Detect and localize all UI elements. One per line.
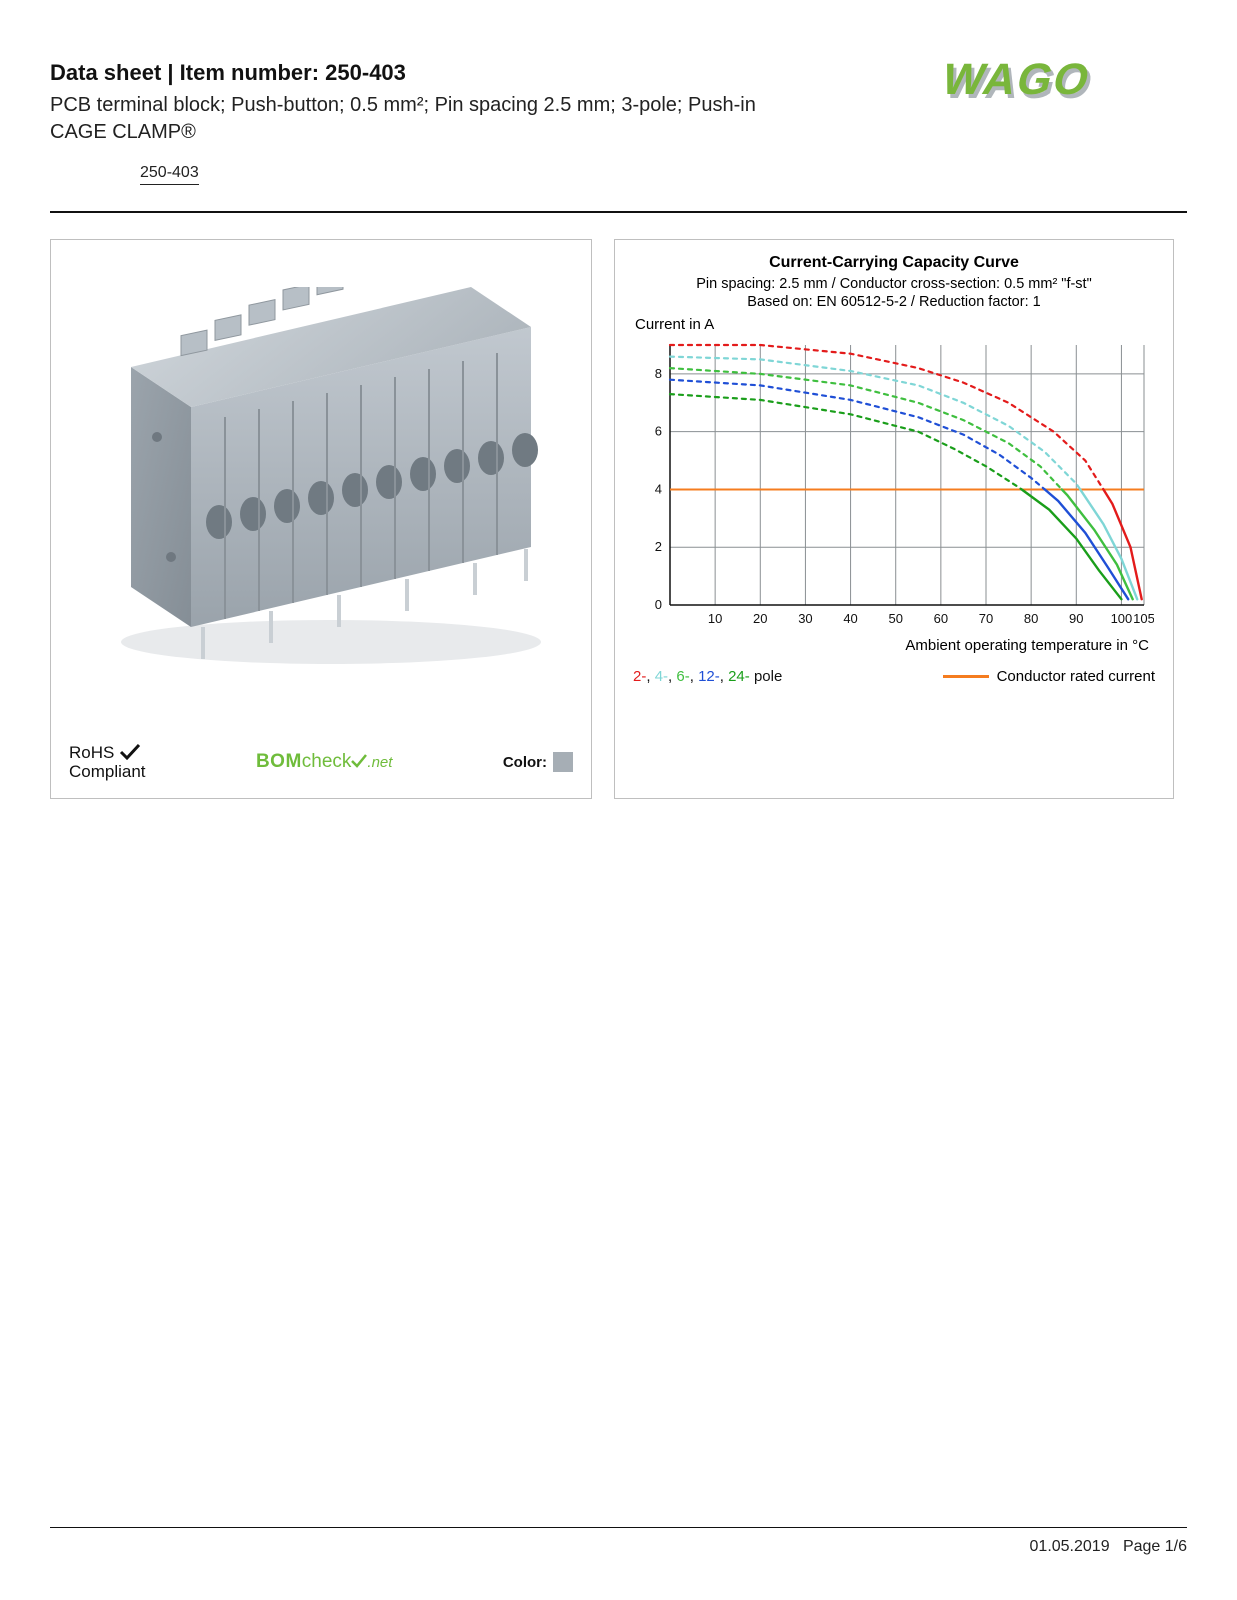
product-panel-footer: RoHS Compliant BOMcheck .net Color: [63,743,579,786]
svg-text:20: 20 [753,611,767,626]
chart-title: Current-Carrying Capacity Curve [629,254,1159,272]
logo-main: WAGO [947,56,1096,104]
y-axis-label: Current in A [635,316,1159,333]
color-swatch [553,752,573,772]
title-item-label: Item number: [180,60,319,85]
color-label: Color: [503,754,547,771]
svg-text:60: 60 [934,611,948,626]
chart-sub1: Pin spacing: 2.5 mm / Conductor cross-se… [629,276,1159,292]
color-indicator: Color: [503,752,573,772]
title-prefix: Data sheet [50,60,161,85]
legend-pole-2: 2- [633,668,646,685]
svg-text:100: 100 [1111,611,1133,626]
legend-pole-6: 6- [676,668,689,685]
svg-text:8: 8 [655,366,662,381]
legend-pole-12: 12- [698,668,720,685]
svg-text:70: 70 [979,611,993,626]
title-sep: | [161,60,179,85]
header-text: Data sheet | Item number: 250-403 PCB te… [50,60,927,146]
rohs-compliant: RoHS Compliant [69,743,146,782]
bomcheck-net: .net [367,754,392,771]
svg-text:0: 0 [655,597,662,612]
bomcheck-logo: BOMcheck .net [256,751,393,773]
page-footer: 01.05.2019 Page 1/6 [50,1527,1187,1556]
bomcheck-bom: BOM [256,751,302,772]
legend-poles-suffix: pole [750,668,783,685]
chart-legend: 2-, 4-, 6-, 12-, 24- pole Conductor rate… [629,668,1159,685]
legend-conductor: Conductor rated current [943,668,1155,685]
footer-date: 01.05.2019 [1030,1538,1110,1555]
svg-text:105: 105 [1133,611,1154,626]
check-icon [119,744,141,760]
bomcheck-tick-icon [351,754,367,768]
svg-text:40: 40 [843,611,857,626]
svg-text:10: 10 [708,611,722,626]
legend-pole-4: 4- [655,668,668,685]
chart-panel: Current-Carrying Capacity Curve Pin spac… [614,239,1174,799]
svg-text:30: 30 [798,611,812,626]
product-panel: RoHS Compliant BOMcheck .net Color: [50,239,592,799]
title-item-number: 250-403 [325,60,406,85]
wago-logo: WAGO WAGO [947,56,1187,115]
compliant-text: Compliant [69,762,146,781]
rohs-text: RoHS [69,743,114,762]
svg-text:50: 50 [888,611,902,626]
legend-poles: 2-, 4-, 6-, 12-, 24- pole [633,668,782,685]
title-line: Data sheet | Item number: 250-403 [50,60,927,86]
chart-area: 10 20 30 40 50 60 70 80 90 100105 0 2 4 6 8 [629,337,1159,627]
x-axis-label: Ambient operating temperature in °C [629,637,1159,654]
item-code: 250-403 [140,164,199,185]
subtitle: PCB terminal block; Push-button; 0.5 mm²… [50,92,770,146]
svg-text:2: 2 [655,539,662,554]
chart-sub2: Based on: EN 60512-5-2 / Reduction facto… [629,294,1159,310]
product-image [63,252,579,743]
svg-text:90: 90 [1069,611,1083,626]
svg-text:6: 6 [655,424,662,439]
footer-page: Page 1/6 [1123,1538,1187,1555]
item-code-row: 250-403 [50,154,1187,185]
panels-row: RoHS Compliant BOMcheck .net Color: Curre… [50,239,1187,799]
conductor-line-sample [943,675,989,678]
conductor-label: Conductor rated current [997,668,1155,685]
header-divider [50,211,1187,213]
bomcheck-check: check [302,751,352,772]
svg-text:80: 80 [1024,611,1038,626]
svg-text:4: 4 [655,481,662,496]
capacity-chart: 10 20 30 40 50 60 70 80 90 100105 0 2 4 6 8 [634,337,1154,627]
legend-pole-24: 24- [728,668,750,685]
page-header: Data sheet | Item number: 250-403 PCB te… [50,60,1187,146]
